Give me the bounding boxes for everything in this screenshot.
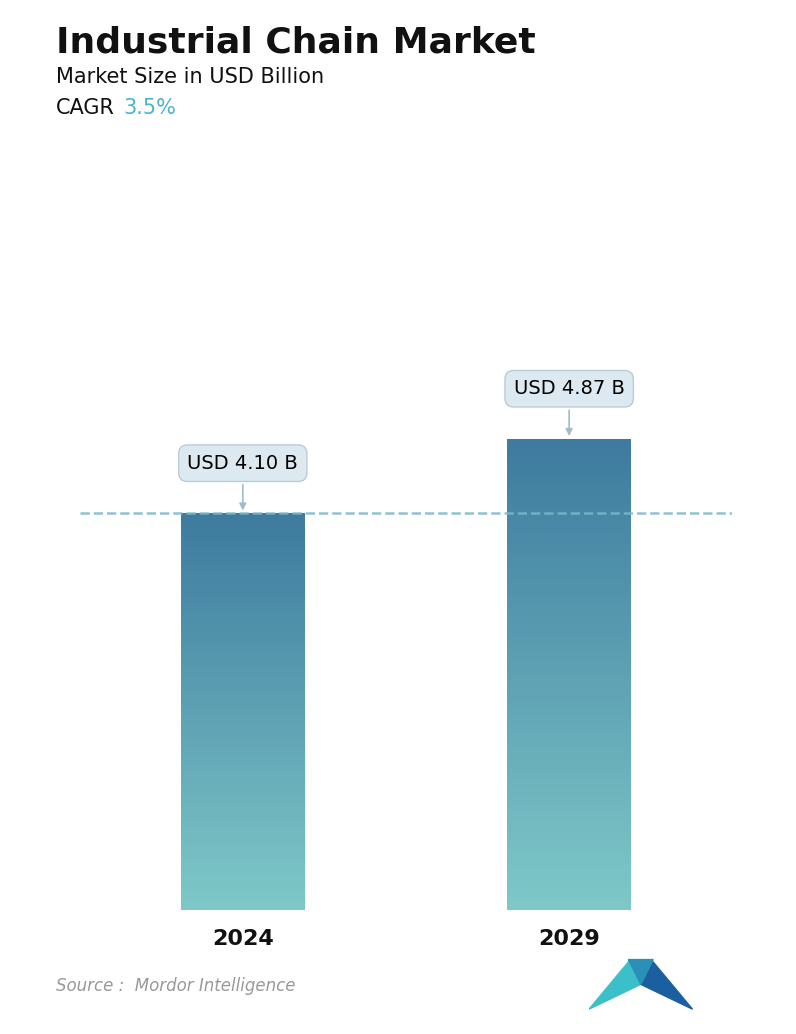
Text: Industrial Chain Market: Industrial Chain Market [56,26,536,60]
Text: Source :  Mordor Intelligence: Source : Mordor Intelligence [56,977,295,995]
Polygon shape [641,960,693,1009]
Text: 3.5%: 3.5% [123,98,176,118]
Text: USD 4.87 B: USD 4.87 B [513,379,625,434]
Polygon shape [628,960,654,984]
Text: CAGR: CAGR [56,98,115,118]
Text: USD 4.10 B: USD 4.10 B [187,454,298,509]
Text: Market Size in USD Billion: Market Size in USD Billion [56,67,324,87]
Polygon shape [589,960,641,1009]
